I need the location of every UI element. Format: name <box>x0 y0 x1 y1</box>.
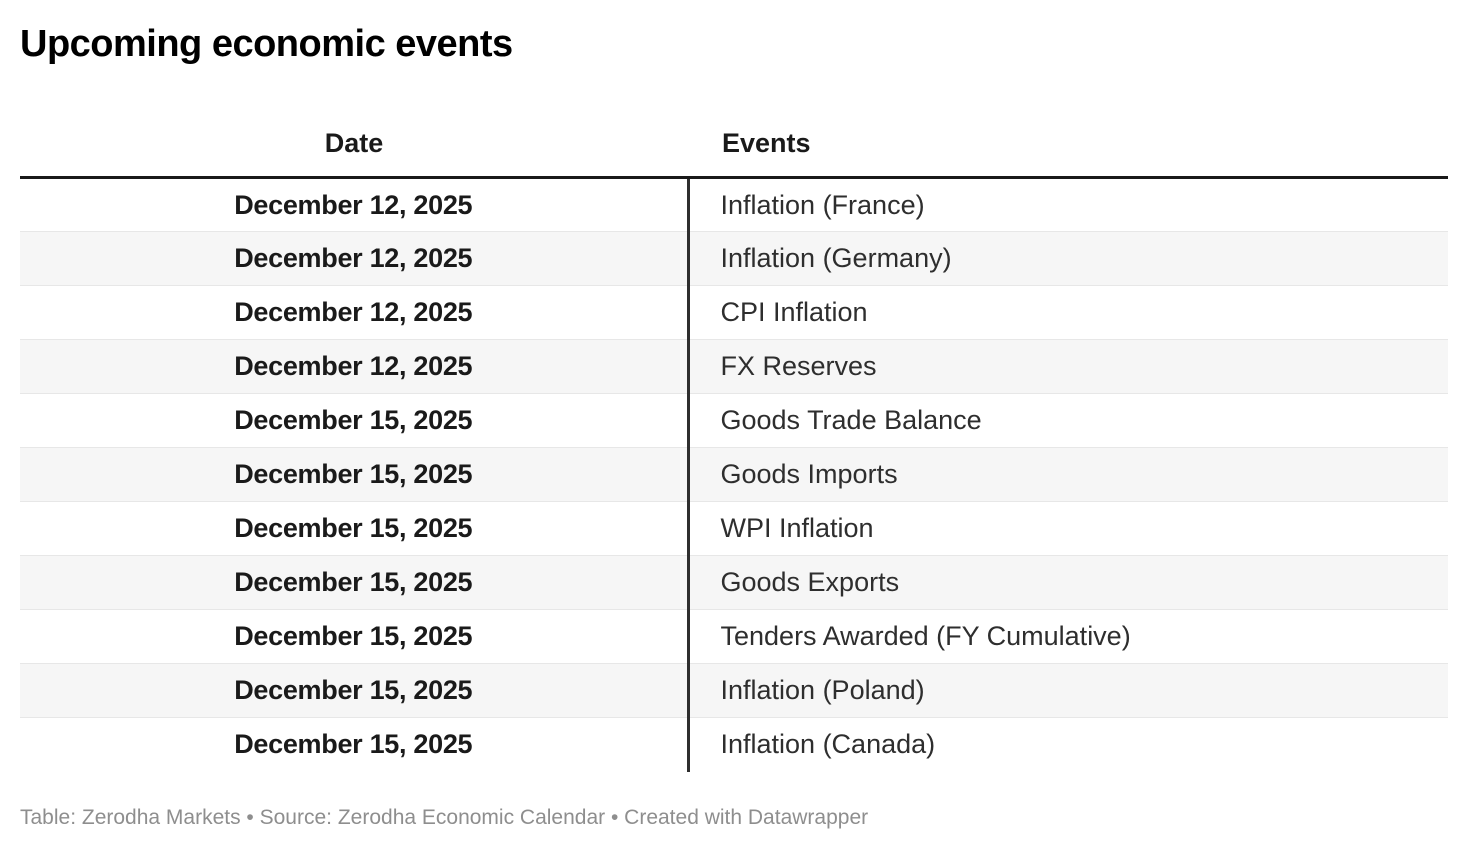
event-cell: Goods Exports <box>686 555 1448 610</box>
table-body: December 12, 2025 Inflation (France) Dec… <box>20 177 1448 772</box>
date-cell: December 15, 2025 <box>20 555 688 610</box>
event-cell: WPI Inflation <box>686 501 1448 556</box>
date-cell: December 12, 2025 <box>234 189 473 220</box>
page-title: Upcoming economic events <box>20 23 513 65</box>
economic-events-table: Date Events December 12, 2025 Inflation … <box>20 66 1448 772</box>
table-row: December 12, 2025 Inflation (France) <box>20 177 1448 232</box>
attribution-footer: Table: Zerodha Markets • Source: Zerodha… <box>20 805 869 829</box>
date-cell: December 12, 2025 <box>20 285 688 340</box>
table-row: December 15, 2025 Goods Trade Balance <box>20 393 1448 448</box>
date-cell: December 15, 2025 <box>20 663 688 718</box>
event-cell: Goods Trade Balance <box>686 393 1448 448</box>
datawrapper-table-page: Upcoming economic events Date Events Dec… <box>0 22 1468 832</box>
column-header-events: Events <box>688 66 1448 179</box>
event-cell: CPI Inflation <box>686 285 1448 340</box>
table-row: December 15, 2025 Inflation (Canada) <box>20 717 1448 772</box>
date-cell: December 12, 2025 <box>20 339 688 394</box>
event-cell: Goods Imports <box>686 447 1448 502</box>
date-cell: December 12, 2025 <box>20 231 688 286</box>
date-cell: December 15, 2025 <box>20 717 688 772</box>
table-row: December 15, 2025 Inflation (Poland) <box>20 663 1448 718</box>
event-cell: Inflation (Canada) <box>686 717 1448 772</box>
table-row: December 12, 2025 Inflation (Germany) <box>20 231 1448 286</box>
date-cell: December 15, 2025 <box>20 447 688 502</box>
date-cell: December 15, 2025 <box>20 501 688 556</box>
table-row: December 12, 2025 FX Reserves <box>20 339 1448 394</box>
table-row: December 15, 2025 Tenders Awarded (FY Cu… <box>20 609 1448 664</box>
event-cell: Inflation (France) <box>686 177 1448 232</box>
column-header-date: Date <box>20 66 688 179</box>
table-row: December 12, 2025 CPI Inflation <box>20 285 1448 340</box>
event-cell: Inflation (Poland) <box>686 663 1448 718</box>
event-cell: Tenders Awarded (FY Cumulative) <box>686 609 1448 664</box>
event-cell: FX Reserves <box>686 339 1448 394</box>
header-row: Date Events <box>20 66 1448 179</box>
event-cell: Inflation (Germany) <box>686 231 1448 286</box>
table-row: December 15, 2025 WPI Inflation <box>20 501 1448 556</box>
table-row: December 15, 2025 Goods Exports <box>20 555 1448 610</box>
date-cell: December 15, 2025 <box>20 393 688 448</box>
table-row: December 15, 2025 Goods Imports <box>20 447 1448 502</box>
date-cell: December 15, 2025 <box>20 609 688 664</box>
